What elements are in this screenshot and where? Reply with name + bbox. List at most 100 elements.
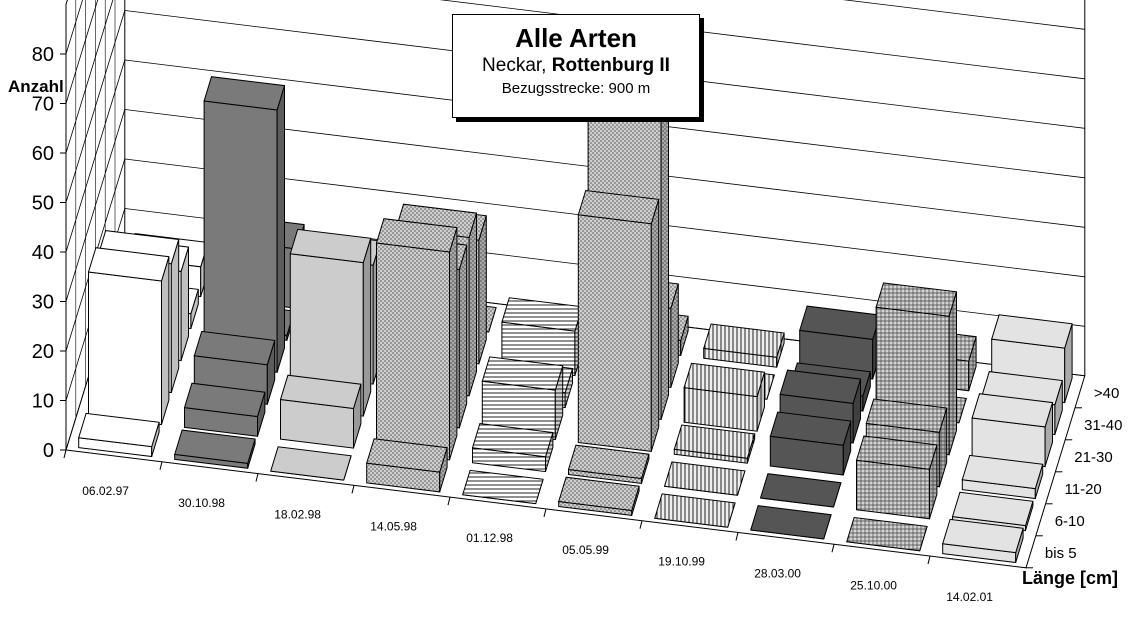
- bar: [769, 411, 852, 476]
- bar-top: [703, 323, 785, 358]
- y-tick-label: 30: [32, 292, 54, 314]
- bar: [567, 444, 650, 484]
- y-tick-label: 60: [32, 143, 54, 165]
- bar-side-shade: [776, 333, 785, 368]
- bar-top: [779, 369, 862, 404]
- bar-top: [289, 228, 372, 264]
- bar: [471, 422, 554, 473]
- bar-front: [88, 271, 162, 426]
- x-tick: [735, 532, 739, 541]
- bar-top: [971, 393, 1054, 428]
- x-tick-label: 14.02.01: [946, 590, 993, 604]
- bar: [183, 382, 266, 437]
- bar: [951, 491, 1034, 532]
- bar-top: [481, 356, 564, 391]
- bar-side-shade: [439, 447, 448, 492]
- x-tick-label: 14.05.98: [370, 519, 417, 533]
- bar: [279, 374, 362, 449]
- bar-side-shade: [757, 372, 765, 432]
- bar-side: [170, 239, 180, 393]
- series-label: 21-30: [1074, 449, 1112, 466]
- bar-side: [276, 85, 285, 373]
- bar: [174, 429, 256, 469]
- bar: [270, 446, 352, 481]
- x-tick: [639, 520, 643, 529]
- bar-side-shade: [651, 199, 659, 452]
- bar-top: [683, 362, 766, 398]
- x-tick-label: 01.12.98: [466, 531, 513, 545]
- bar-front: [203, 100, 278, 373]
- bar-side-shade: [469, 213, 477, 396]
- bar: [558, 476, 640, 516]
- bar-side-shade: [555, 365, 563, 440]
- bar-side-shade: [631, 486, 640, 516]
- bar-side-shade: [459, 245, 467, 428]
- x-tick: [447, 496, 451, 506]
- bar-top: [951, 491, 1034, 527]
- bar-top: [577, 189, 660, 225]
- bar-top: [78, 412, 160, 448]
- bar-side: [362, 238, 372, 417]
- chart-labels: 0 10 20 30 40 50 60 70 80 Anzahl 06.02.97 30.10.98 1…: [8, 44, 1122, 604]
- chart-title: Alle Arten: [515, 23, 637, 53]
- series-label: 31-40: [1084, 417, 1122, 434]
- bar: [87, 247, 170, 426]
- y-tick-label: 40: [32, 242, 54, 264]
- series-label: bis 5: [1045, 545, 1077, 562]
- bar-side-shade: [968, 336, 977, 391]
- bar-top: [87, 247, 170, 282]
- bar-top: [875, 282, 958, 317]
- chart-subtitle: Neckar, Rottenburg II: [453, 53, 699, 79]
- bar: [961, 454, 1044, 500]
- bar-top: [654, 493, 736, 528]
- series-label: 6-10: [1055, 513, 1085, 530]
- bar: [577, 189, 660, 452]
- bar: [759, 473, 842, 508]
- bar-top: [961, 454, 1044, 490]
- bar-side-shade: [949, 291, 957, 455]
- x-tick-label: 19.10.99: [658, 555, 705, 569]
- river-name: Neckar,: [482, 55, 547, 76]
- z-axis-label: Länge [cm]: [1022, 568, 1118, 588]
- y-tick-label: 80: [32, 44, 54, 66]
- series-label: >40: [1094, 385, 1119, 402]
- x-tick-label: 25.10.00: [850, 578, 897, 592]
- x-tick-label: 05.05.99: [562, 543, 609, 557]
- bar-side-shade: [747, 433, 755, 464]
- bar: [855, 435, 938, 520]
- chart-title-box: Alle Arten Neckar, Rottenburg II Bezugss…: [452, 14, 700, 118]
- bar-side-shade: [929, 444, 937, 519]
- bar-top: [270, 446, 352, 481]
- bar-side-shade: [670, 283, 679, 388]
- bar: [203, 76, 286, 373]
- bar-top: [375, 218, 458, 253]
- bar: [673, 424, 756, 464]
- y-tick-label: 0: [43, 440, 54, 462]
- bar: [703, 323, 785, 368]
- y-axis-label: Anzahl: [8, 77, 64, 96]
- x-tick-label: 18.02.98: [274, 508, 321, 522]
- x-tick-label: 28.03.00: [754, 567, 801, 581]
- bar-top: [942, 518, 1024, 554]
- bar-top: [471, 422, 554, 458]
- reference-length: Bezugsstrecke: 900 m: [501, 80, 651, 97]
- bar: [462, 469, 544, 505]
- bar-side-shade: [565, 368, 573, 408]
- bar-top: [663, 461, 746, 496]
- x-tick-label: 30.10.98: [178, 496, 225, 510]
- bar-top: [203, 76, 286, 111]
- x-tick: [543, 508, 547, 518]
- bar-top: [855, 435, 938, 470]
- x-tick-label: 06.02.97: [82, 484, 129, 498]
- x-tick: [63, 449, 67, 459]
- series-label: 11-20: [1065, 481, 1102, 498]
- bar-top: [462, 469, 544, 505]
- bar-top: [183, 382, 266, 418]
- bar: [366, 438, 448, 493]
- bar-front: [376, 242, 450, 461]
- y-tick-label: 50: [32, 193, 54, 215]
- x-tick: [927, 555, 931, 565]
- bar: [750, 505, 832, 540]
- x-tick: [159, 461, 163, 470]
